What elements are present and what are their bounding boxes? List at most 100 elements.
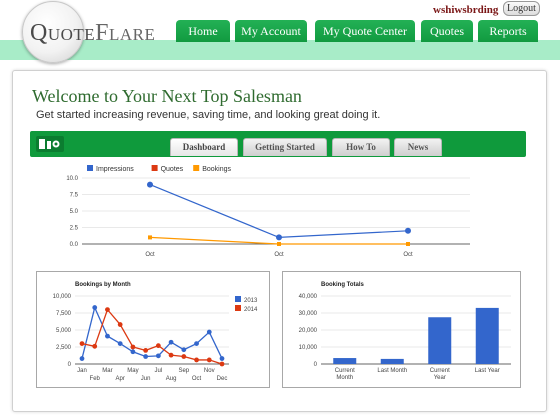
x-tick-label: Current	[430, 368, 450, 374]
data-point	[105, 307, 110, 312]
tab-dashboard[interactable]: Dashboard	[170, 138, 238, 156]
logout-button[interactable]: Logout	[503, 1, 540, 16]
page-subtitle: Get started increasing revenue, saving t…	[36, 109, 381, 121]
y-tick-label: 30,000	[299, 311, 318, 317]
data-point	[130, 349, 136, 355]
data-point	[219, 361, 225, 367]
data-point	[276, 234, 282, 241]
x-tick-label: May	[127, 368, 138, 374]
series-line	[81, 305, 223, 359]
x-tick-label: Nov	[204, 368, 215, 374]
x-tick-label: Oct	[403, 252, 413, 258]
data-point	[219, 356, 225, 361]
data-point	[155, 343, 161, 349]
tab-getting-started[interactable]: Getting Started	[243, 138, 327, 156]
data-point	[143, 348, 149, 353]
x-tick-label: Oct	[145, 252, 155, 258]
legend-label: Bookings	[202, 166, 231, 173]
legend-swatch	[151, 165, 158, 171]
data-point	[79, 356, 85, 361]
x-tick-label: Oct	[274, 252, 284, 258]
bar	[428, 317, 452, 364]
header-band	[0, 40, 560, 60]
nav-quotes[interactable]: Quotes	[421, 20, 473, 42]
x-tick-label: Mar	[102, 368, 112, 374]
x-tick-label: Aug	[166, 376, 177, 382]
y-tick-label: 0.0	[70, 242, 79, 248]
data-point	[105, 333, 110, 339]
nav-my-account[interactable]: My Account	[235, 20, 307, 42]
x-tick-label: Year	[434, 375, 446, 381]
legend-swatch	[235, 296, 241, 302]
y-tick-label: 7,500	[56, 311, 72, 317]
y-tick-label: 0	[314, 362, 318, 368]
y-tick-label: 5,000	[56, 328, 72, 334]
bookings-by-month-chart: Bookings by Month10,0007,5005,0002,5000J…	[53, 282, 258, 382]
y-tick-label: 0	[68, 362, 72, 368]
data-point	[406, 242, 410, 246]
logo-disc-icon[interactable]	[22, 1, 84, 63]
legend-swatch	[87, 165, 93, 171]
data-point	[147, 181, 153, 188]
x-tick-label: Current	[335, 368, 355, 374]
y-tick-label: 20,000	[299, 328, 318, 334]
logo-flare: Flare	[95, 20, 156, 46]
tab-how-to[interactable]: How To	[332, 138, 390, 156]
y-tick-label: 5.0	[70, 209, 79, 215]
y-tick-label: 40,000	[299, 294, 318, 300]
data-point	[168, 352, 174, 358]
data-point	[206, 329, 212, 335]
chart-title: Booking Totals	[321, 282, 365, 288]
y-tick-label: 2.5	[70, 226, 79, 232]
x-tick-label: Jul	[155, 368, 163, 374]
username: wshiwsbrding	[433, 4, 499, 16]
nav-my-quote-center[interactable]: My Quote Center	[315, 20, 415, 42]
legend-label: Impressions	[96, 166, 134, 173]
y-tick-label: 10.0	[66, 176, 78, 182]
data-point	[405, 227, 411, 234]
x-tick-label: Jan	[77, 368, 87, 374]
bar	[380, 358, 404, 364]
y-tick-label: 2,500	[56, 345, 72, 351]
data-point	[194, 341, 199, 346]
data-point	[92, 305, 98, 310]
data-point	[168, 339, 174, 345]
legend-label: Quotes	[161, 166, 184, 173]
logo-text[interactable]: QuoteFlare	[30, 20, 155, 47]
dashboard-badge-icon	[36, 136, 64, 152]
page-title: Welcome to Your Next Top Salesman	[32, 86, 302, 106]
nav-home[interactable]: Home	[176, 20, 230, 42]
legend-swatch	[235, 305, 241, 311]
x-tick-label: Last Month	[377, 368, 407, 374]
nav-reports[interactable]: Reports	[478, 20, 538, 42]
data-point	[92, 343, 98, 349]
y-tick-label: 10,000	[299, 345, 318, 351]
x-tick-label: Oct	[192, 376, 202, 382]
legend-swatch	[193, 165, 200, 171]
x-tick-label: Jun	[141, 376, 151, 382]
x-tick-label: Apr	[116, 376, 125, 382]
data-point	[130, 344, 136, 350]
x-tick-label: Last Year	[475, 368, 500, 374]
x-tick-label: Month	[336, 375, 353, 381]
data-point	[181, 347, 187, 353]
data-point	[148, 235, 152, 240]
data-point	[194, 357, 199, 363]
tab-news[interactable]: News	[394, 138, 442, 156]
chart-title: Bookings by Month	[75, 282, 131, 288]
logo-quote: Quote	[30, 20, 96, 46]
data-point	[181, 354, 187, 359]
bar	[475, 307, 499, 364]
legend-label: 2013	[244, 298, 258, 304]
impressions-chart: 10.0 7.5 5.0 2.5 0.0 Impressions Quotes Booking…	[66, 165, 470, 258]
data-point	[143, 354, 149, 359]
x-tick-label: Feb	[90, 376, 101, 382]
data-point	[117, 341, 123, 346]
x-tick-label: Sep	[178, 368, 189, 374]
data-point	[117, 322, 123, 327]
data-point	[79, 341, 85, 346]
legend-label: 2014	[244, 307, 258, 313]
bookings-by-month-box	[36, 271, 270, 388]
data-point	[155, 353, 161, 359]
